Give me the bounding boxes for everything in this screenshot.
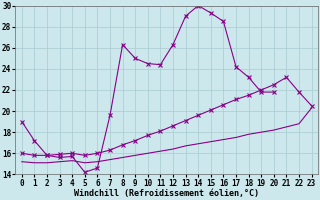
- X-axis label: Windchill (Refroidissement éolien,°C): Windchill (Refroidissement éolien,°C): [74, 189, 259, 198]
